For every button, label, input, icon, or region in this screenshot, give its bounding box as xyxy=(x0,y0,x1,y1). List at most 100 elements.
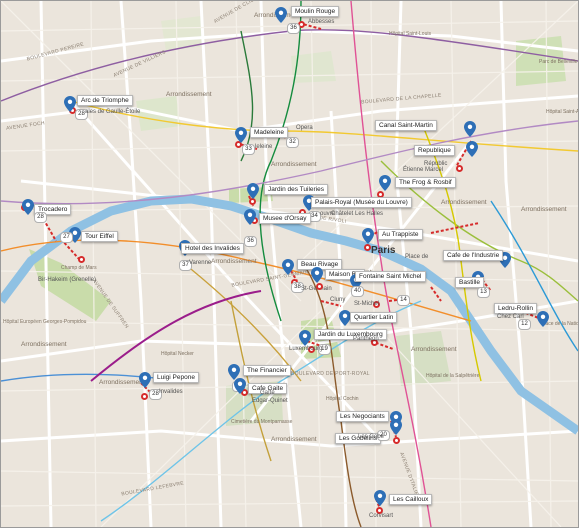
map-pin-icon[interactable] xyxy=(362,228,374,244)
poi-label: Hôpital Saint-Antoine xyxy=(546,109,578,115)
station-marker[interactable] xyxy=(316,283,323,290)
map-pin-icon[interactable] xyxy=(244,209,256,225)
place-number-badge: 12 xyxy=(518,319,531,330)
park-salpetriere xyxy=(396,331,451,386)
park-champ-de-mars xyxy=(29,249,111,321)
place-number-badge: 13 xyxy=(477,287,490,298)
place-label[interactable]: Quartier Latin xyxy=(350,312,398,323)
poi-label: Parc de Belleville xyxy=(539,59,578,65)
district-label: Arrondissement xyxy=(441,199,487,206)
district-label: Arrondissement xyxy=(411,346,457,353)
station-marker[interactable] xyxy=(241,389,248,396)
place-label[interactable]: Ledru-Rollin xyxy=(494,303,538,314)
district-label: Arrondissement xyxy=(21,341,67,348)
map-pin-icon[interactable] xyxy=(311,267,323,283)
place-label[interactable]: Palais-Royal (Musée du Louvre) xyxy=(311,197,412,208)
map-pin-icon[interactable] xyxy=(235,127,247,143)
place-label[interactable]: Moulin Rouge xyxy=(291,6,340,17)
place-label[interactable]: Canal Saint-Martin xyxy=(375,120,437,131)
station-name: Républic xyxy=(424,161,448,167)
station-name: Varenne xyxy=(189,260,212,266)
map-pin-icon[interactable] xyxy=(339,310,351,326)
station-name: Corvisart xyxy=(369,513,394,519)
poi-label: Hôpital Européen Georges-Pompidou xyxy=(3,319,87,325)
place-label[interactable]: Republique xyxy=(414,145,455,156)
station-name: Gaîté xyxy=(260,390,275,396)
place-label[interactable]: Jardin des Tuileries xyxy=(264,184,328,195)
place-label[interactable]: The Financier xyxy=(243,365,291,376)
place-label[interactable]: Fontaine Saint Michel xyxy=(355,271,426,282)
place-number-badge: 28 xyxy=(34,212,47,223)
map-pin-icon[interactable] xyxy=(466,141,478,157)
station-name: Edgar-Quinet xyxy=(252,398,288,404)
station-marker[interactable] xyxy=(235,141,242,148)
map-pin-icon[interactable] xyxy=(247,183,259,199)
station-name: Panthéon xyxy=(353,336,379,342)
map-pin-icon[interactable] xyxy=(374,490,386,506)
station-name: Étienne Marcel xyxy=(403,167,444,173)
map-pin-icon[interactable] xyxy=(64,96,76,112)
map-pin-icon[interactable] xyxy=(282,259,294,275)
place-label[interactable]: The Frog & Rosbif xyxy=(395,177,456,188)
place-label[interactable]: Hotel des Invalides xyxy=(181,243,244,254)
station-name: St-Michel xyxy=(354,301,380,307)
place-number-badge: 33 xyxy=(242,144,255,155)
poi-label: Place de la Nation xyxy=(541,321,579,327)
station-marker[interactable] xyxy=(308,346,315,353)
poi-label: Champ de Mars xyxy=(61,265,97,271)
station-name: Luxembourg xyxy=(289,346,323,352)
station-name: Les Gobe xyxy=(358,434,385,440)
station-name: Châtelet Les Halles xyxy=(331,211,384,217)
place-label[interactable]: Cafe Gaite xyxy=(248,383,288,394)
place-number-badge: 27 xyxy=(60,232,73,243)
place-label[interactable]: Les Cailloux xyxy=(389,494,433,505)
district-label: Arrondissement xyxy=(99,379,145,386)
station-marker[interactable] xyxy=(364,244,371,251)
park-batignolles xyxy=(161,16,206,51)
station-name: ouvre xyxy=(320,211,336,217)
station-marker[interactable] xyxy=(456,165,463,172)
map-pin-icon[interactable] xyxy=(228,364,240,380)
poi-label: Hôpital de la Salpêtrière xyxy=(426,373,480,379)
station-name: Chez Carl xyxy=(497,314,524,320)
map-pin-icon[interactable] xyxy=(537,311,549,327)
place-number-badge: 32 xyxy=(286,137,299,148)
station-name: Opera xyxy=(296,125,313,131)
place-label[interactable]: Les Negociants xyxy=(336,411,389,422)
place-label[interactable]: Cafe de l'Industrie xyxy=(443,250,504,261)
place-label[interactable]: Au Trappiste xyxy=(378,229,423,240)
map-pin-icon[interactable] xyxy=(22,199,34,215)
map-pin-icon[interactable] xyxy=(464,121,476,137)
place-label[interactable]: Musee d'Orsay xyxy=(259,213,311,224)
station-marker[interactable] xyxy=(373,301,380,308)
station-marker[interactable] xyxy=(393,437,400,444)
map-pin-icon[interactable] xyxy=(234,378,246,394)
place-label[interactable]: Arc de Triomphe xyxy=(77,95,133,106)
station-marker[interactable] xyxy=(371,339,378,346)
district-label: Arrondissement xyxy=(166,91,212,98)
place-label[interactable]: Madeleine xyxy=(250,127,288,138)
place-label[interactable]: Luigi Pepone xyxy=(153,372,199,383)
station-name: Cluny xyxy=(330,297,346,303)
place-number-badge: 28 xyxy=(75,109,88,120)
station-name: Abbesses xyxy=(308,19,335,25)
map-pin-icon[interactable] xyxy=(299,330,311,346)
poi-label: Hôpital Necker xyxy=(161,351,194,357)
station-marker[interactable] xyxy=(376,507,383,514)
district-label: Arrondissement xyxy=(211,258,257,265)
place-label[interactable]: Trocadero xyxy=(34,204,72,215)
map-pin-icon[interactable] xyxy=(379,175,391,191)
station-marker[interactable] xyxy=(78,256,85,263)
city-label: Paris xyxy=(371,245,396,256)
map-pin-icon[interactable] xyxy=(275,7,287,23)
map-pin-icon[interactable] xyxy=(390,419,402,435)
place-label[interactable]: Jardin du Luxembourg xyxy=(314,329,387,340)
map-pin-icon[interactable] xyxy=(139,372,151,388)
place-label[interactable]: Bastille xyxy=(455,277,484,288)
station-marker[interactable] xyxy=(141,393,148,400)
place-label[interactable]: Tour Eiffel xyxy=(81,231,118,242)
station-marker[interactable] xyxy=(249,198,256,205)
street-label: BOULEVARD DE PORT-ROYAL xyxy=(291,371,370,377)
river-seine xyxy=(1,194,578,435)
